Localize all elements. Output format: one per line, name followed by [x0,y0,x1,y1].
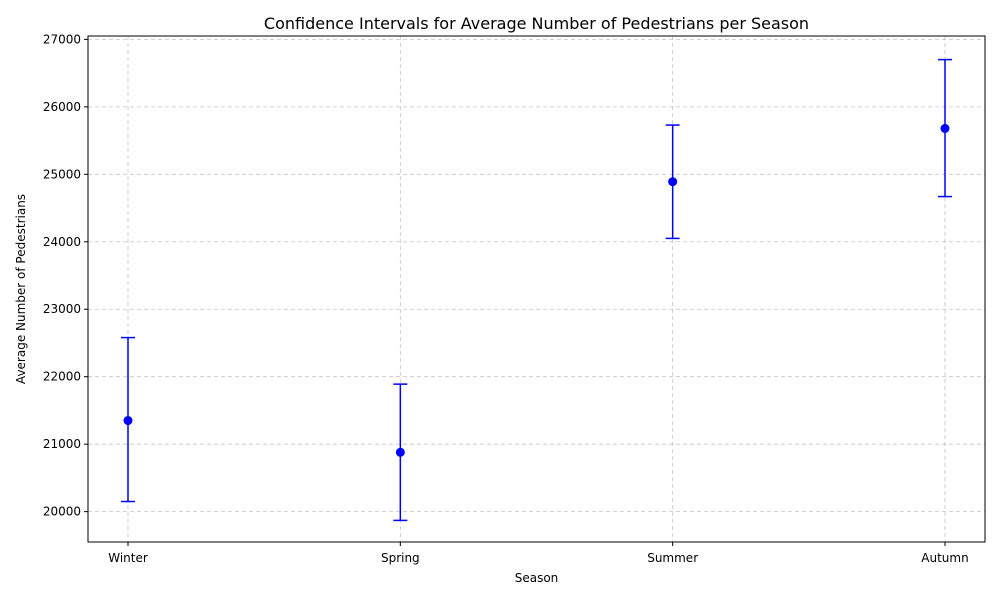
mean-point [123,416,133,426]
y-tick-label: 26000 [43,100,81,114]
y-tick-label: 22000 [43,370,81,384]
y-tick-label: 25000 [43,167,81,181]
error-bar-series [121,58,952,522]
mean-point [395,447,405,457]
y-tick-label: 24000 [43,235,81,249]
x-axis-label: Season [515,571,559,585]
y-tick-label: 20000 [43,505,81,519]
y-tick-label: 27000 [43,32,81,46]
grid-lines [88,36,985,542]
y-axis-label: Average Number of Pedestrians [14,194,28,384]
x-tick-label: Summer [647,551,698,565]
x-tick-label: Winter [108,551,148,565]
x-tick-label: Spring [381,551,420,565]
chart-title: Confidence Intervals for Average Number … [264,14,809,33]
mean-point [940,123,950,133]
axes: 20000 21000 22000 23000 24000 25000 26000 27000… [43,32,969,565]
plot-frame [87,35,986,543]
y-tick-label: 21000 [43,437,81,451]
mean-point [668,177,678,187]
y-tick-label: 23000 [43,302,81,316]
x-tick-label: Autumn [921,551,968,565]
